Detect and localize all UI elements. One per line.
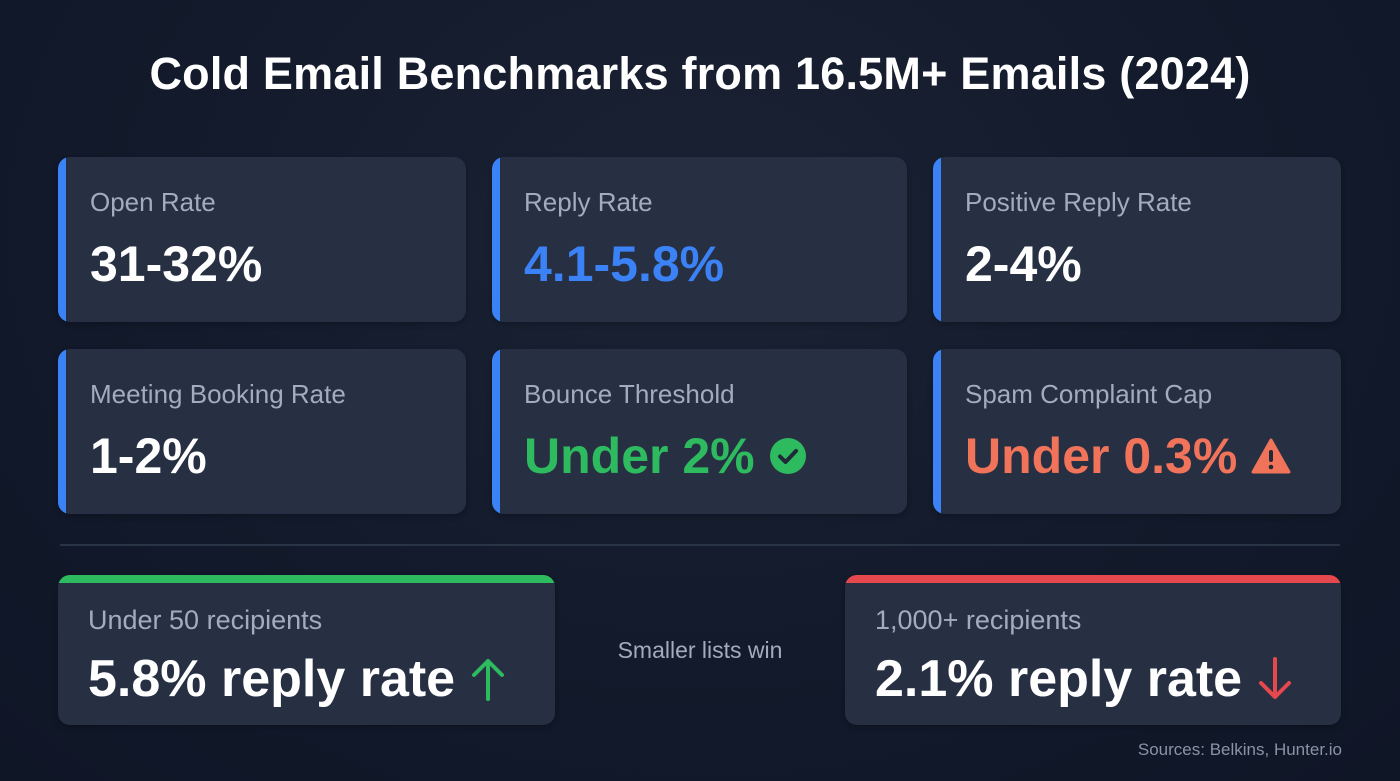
- comparison-card-large-lists: 1,000+ recipients 2.1% reply rate: [845, 575, 1341, 725]
- stat-card-reply-rate: Reply Rate 4.1-5.8%: [492, 157, 907, 322]
- stat-card-open-rate: Open Rate 31-32%: [58, 157, 466, 322]
- comparison-label: Under 50 recipients: [88, 605, 323, 635]
- comparison-value: 2.1% reply rate: [875, 649, 1294, 709]
- comparison-value-text: 2.1% reply rate: [875, 650, 1243, 708]
- stat-card-meeting-booking-rate: Meeting Booking Rate 1-2%: [58, 349, 466, 514]
- stat-label: Bounce Threshold: [524, 379, 735, 409]
- arrow-up-icon: [469, 657, 507, 701]
- comparison-value-text: 5.8% reply rate: [88, 650, 456, 708]
- stat-label: Reply Rate: [524, 187, 653, 217]
- stat-value: Under 2%: [524, 427, 807, 485]
- page-title: Cold Email Benchmarks from 16.5M+ Emails…: [149, 48, 1251, 99]
- stat-value: 31-32%: [90, 235, 262, 293]
- stat-value: Under 0.3%: [965, 427, 1291, 485]
- negative-accent-bar: [845, 575, 1341, 583]
- stat-label: Meeting Booking Rate: [90, 379, 346, 409]
- stat-label: Open Rate: [90, 187, 216, 217]
- comparison-value: 5.8% reply rate: [88, 649, 507, 709]
- stat-value: 1-2%: [90, 427, 207, 485]
- stat-value-text: 1-2%: [90, 428, 207, 484]
- stat-value-text: 31-32%: [90, 236, 263, 292]
- positive-accent-bar: [58, 575, 555, 583]
- stat-value: 2-4%: [965, 235, 1082, 293]
- stat-label: Positive Reply Rate: [965, 187, 1192, 217]
- comparison-label: 1,000+ recipients: [875, 605, 1082, 635]
- stat-value-text: Under 2%: [524, 428, 755, 484]
- comparison-card-small-lists: Under 50 recipients 5.8% reply rate: [58, 575, 555, 725]
- arrow-down-icon: [1256, 657, 1294, 701]
- stat-value-text: 2-4%: [965, 236, 1082, 292]
- section-divider: [60, 544, 1340, 546]
- sources-note: Sources: Belkins, Hunter.io: [1137, 740, 1342, 759]
- stat-value-text: 4.1-5.8%: [524, 236, 725, 292]
- stat-value: 4.1-5.8%: [524, 235, 724, 293]
- check-circle-icon: [769, 437, 807, 475]
- stat-card-spam-complaint-cap: Spam Complaint Cap Under 0.3%: [933, 349, 1341, 514]
- warning-triangle-icon: [1251, 438, 1291, 474]
- comparison-note: Smaller lists win: [617, 637, 783, 663]
- stat-card-positive-reply-rate: Positive Reply Rate 2-4%: [933, 157, 1341, 322]
- stat-label: Spam Complaint Cap: [965, 379, 1213, 409]
- stat-value-text: Under 0.3%: [965, 428, 1238, 484]
- stat-card-bounce-threshold: Bounce Threshold Under 2%: [492, 349, 907, 514]
